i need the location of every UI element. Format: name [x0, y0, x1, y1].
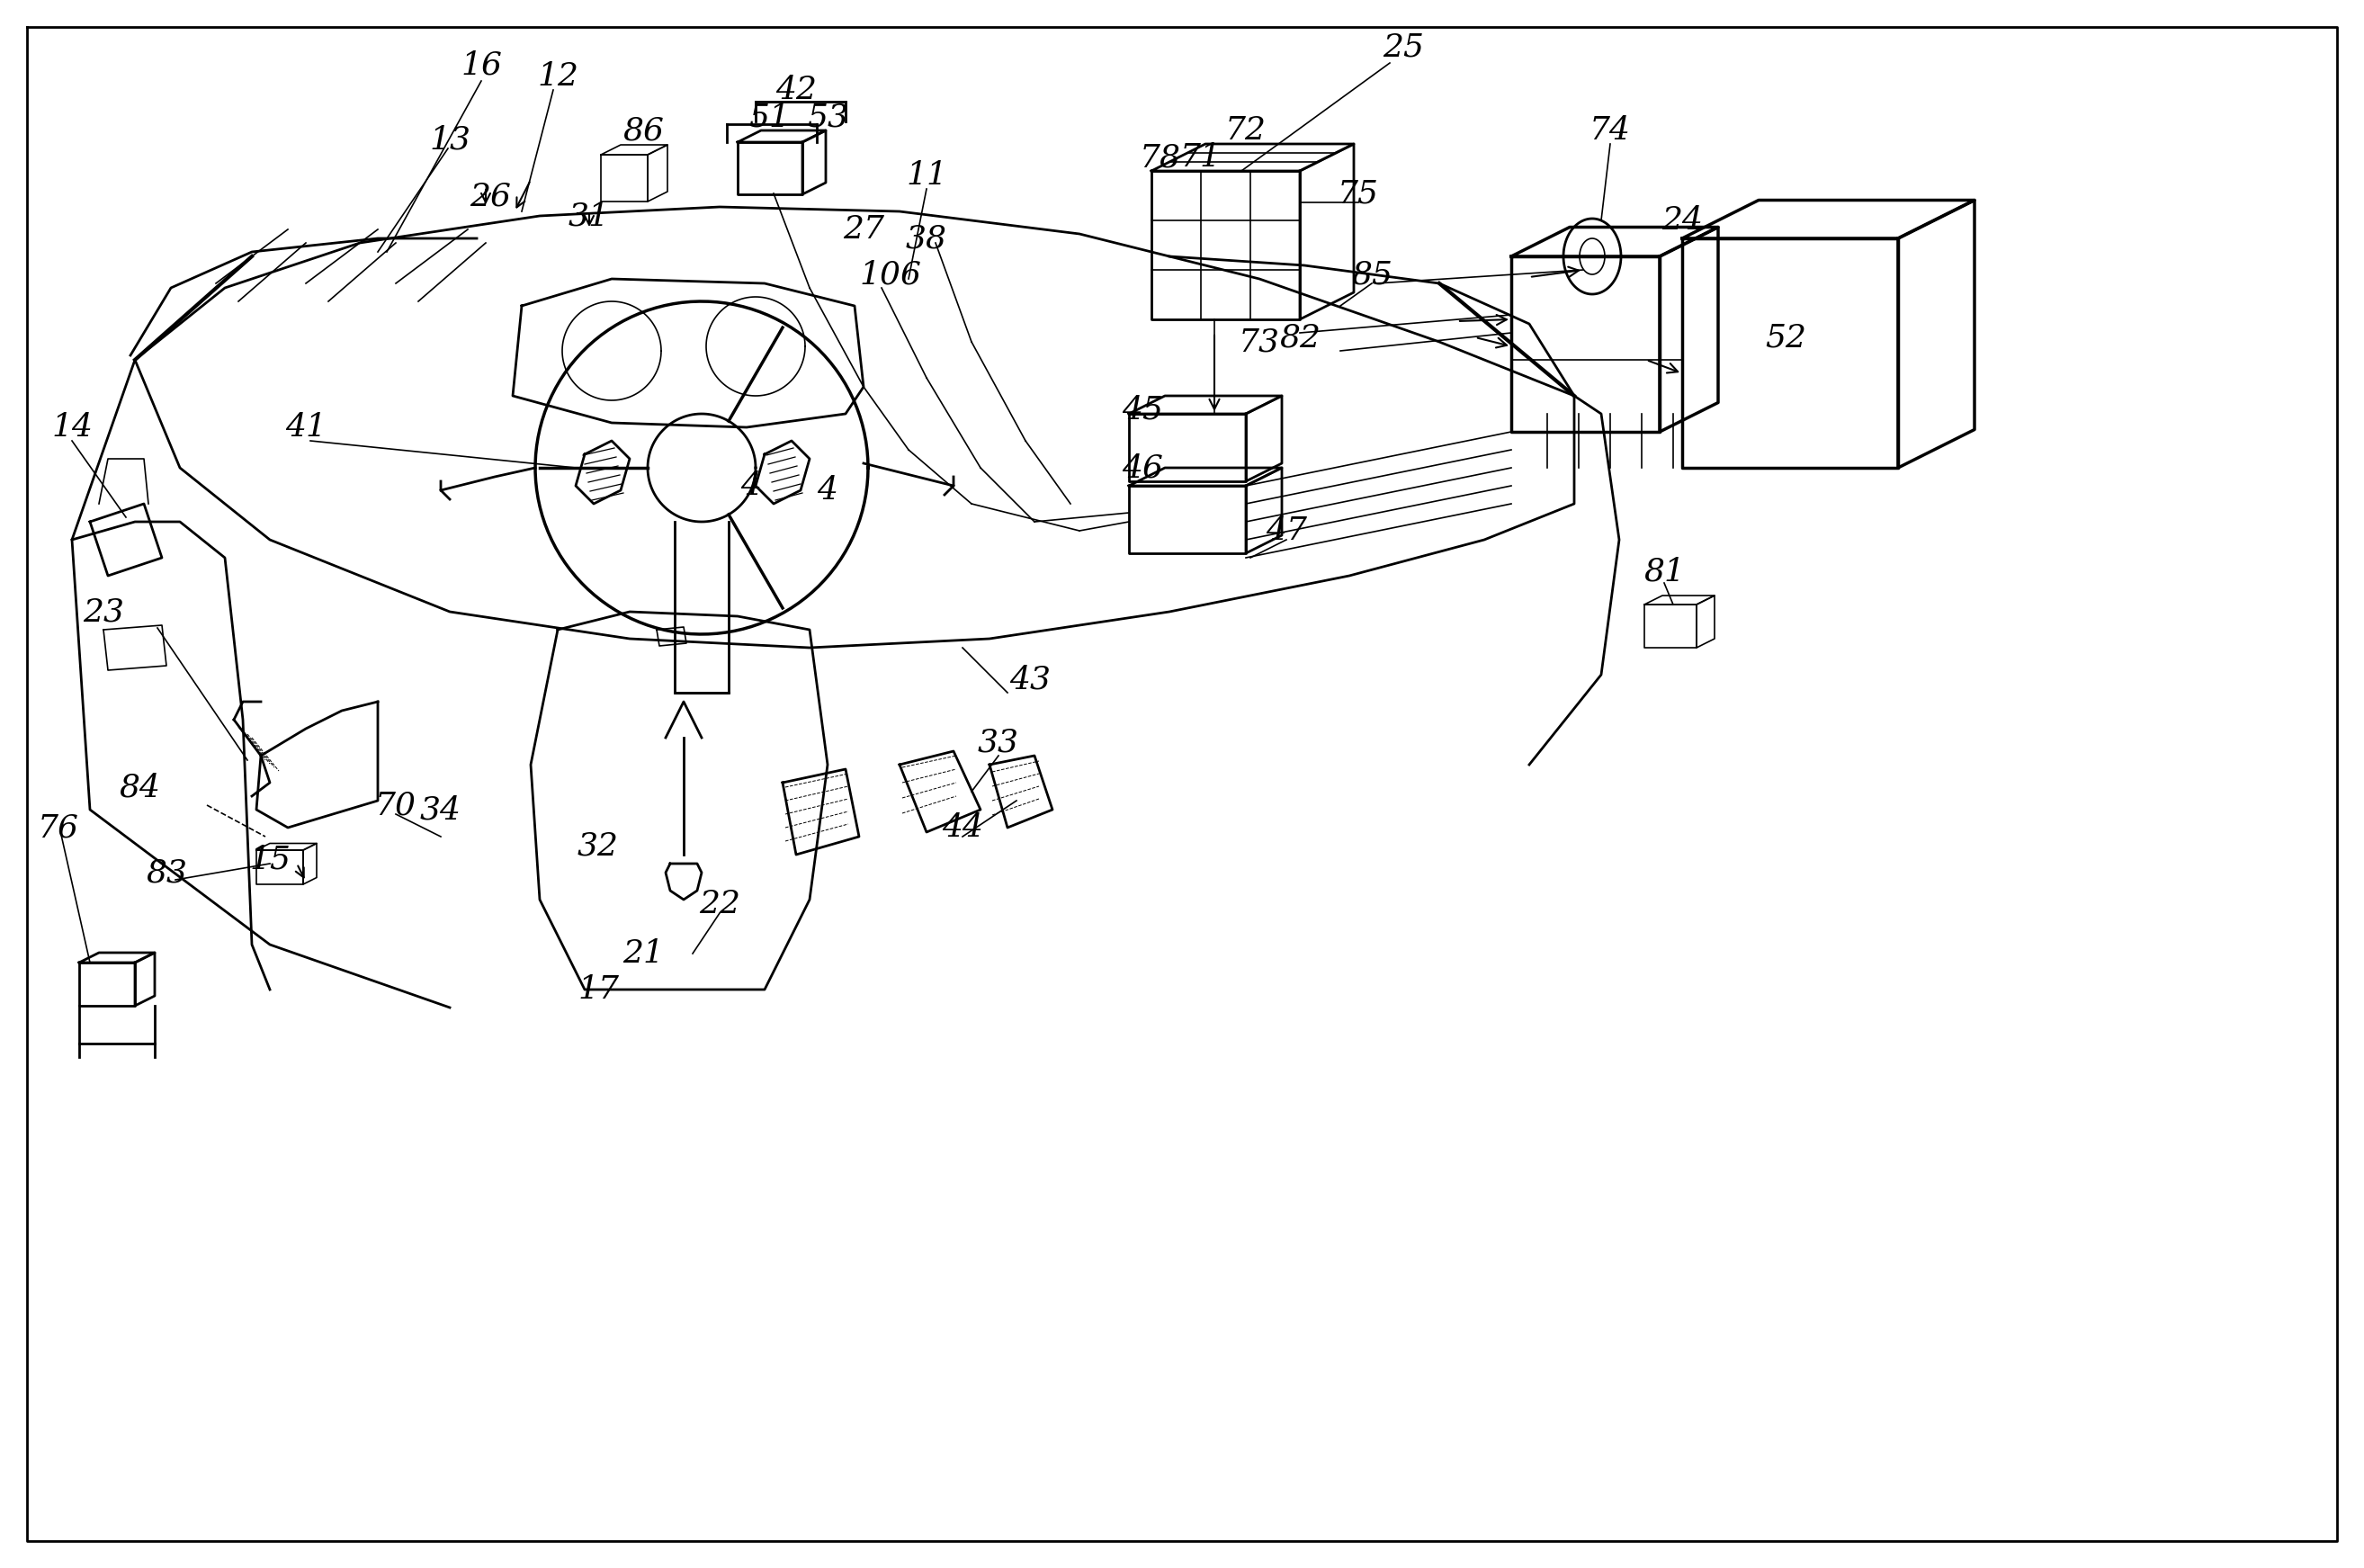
Text: 46: 46 [1123, 453, 1163, 483]
Text: 27: 27 [844, 215, 884, 245]
Text: 4: 4 [818, 475, 837, 505]
Text: 51: 51 [749, 102, 790, 132]
Text: 78: 78 [1139, 143, 1182, 172]
Text: 24: 24 [1662, 205, 1702, 235]
Text: 38: 38 [905, 223, 948, 254]
Text: 72: 72 [1225, 114, 1267, 146]
Text: 21: 21 [622, 938, 664, 969]
Text: 82: 82 [1279, 321, 1321, 353]
Text: 32: 32 [577, 831, 619, 861]
Text: 52: 52 [1766, 321, 1806, 353]
Text: 45: 45 [1123, 394, 1163, 425]
Text: 23: 23 [83, 596, 125, 627]
Text: 44: 44 [941, 812, 983, 844]
Text: 76: 76 [38, 812, 78, 844]
Text: 25: 25 [1383, 31, 1423, 63]
Text: 26: 26 [470, 180, 511, 212]
Text: 22: 22 [700, 889, 740, 919]
Text: 106: 106 [860, 259, 922, 290]
Text: 16: 16 [461, 50, 501, 80]
Text: 84: 84 [118, 771, 161, 803]
Text: 15: 15 [248, 844, 291, 875]
Text: 13: 13 [430, 124, 470, 155]
Text: 71: 71 [1180, 143, 1222, 172]
Text: 42: 42 [775, 75, 818, 105]
Text: 86: 86 [622, 114, 664, 146]
Text: 14: 14 [52, 412, 92, 442]
Text: 83: 83 [147, 858, 187, 887]
Text: 34: 34 [421, 795, 461, 825]
Text: 75: 75 [1338, 179, 1378, 209]
Text: 53: 53 [806, 102, 849, 132]
Text: 74: 74 [1589, 114, 1631, 146]
Text: 11: 11 [905, 160, 948, 191]
Text: 47: 47 [1265, 516, 1307, 546]
Text: 31: 31 [567, 201, 610, 230]
Text: 33: 33 [979, 728, 1019, 757]
Text: 17: 17 [577, 974, 619, 1005]
Text: 81: 81 [1643, 557, 1686, 586]
Text: 43: 43 [1009, 663, 1050, 695]
Text: 4: 4 [740, 470, 761, 502]
Text: 70: 70 [376, 790, 416, 820]
Text: 41: 41 [286, 412, 326, 442]
Text: 85: 85 [1352, 259, 1392, 290]
Text: 73: 73 [1239, 326, 1279, 358]
Text: 12: 12 [537, 61, 579, 93]
